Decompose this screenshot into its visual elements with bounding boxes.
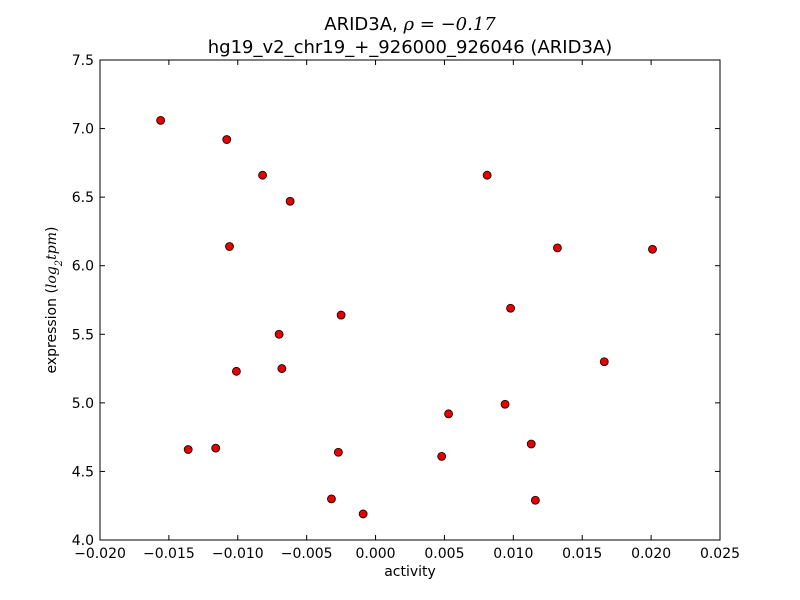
y-tick-label: 5.0 [72,396,94,412]
data-point [333,447,343,457]
y-axis-label-prefix: expression ( [44,288,60,373]
y-tick-label: 6.0 [72,259,94,275]
data-point [500,399,510,409]
chart-title-line1: ARID3A, ρ = −0.17 [324,14,496,35]
y-axis-label-sub: 2 [54,260,65,267]
data-point [258,170,267,180]
data-point [358,509,368,519]
y-tick-label: 7.5 [72,53,94,69]
y-axis: 4.0 4.5 5.0 5.5 6.0 6.5 7.0 7.5 [72,53,720,549]
data-point [277,364,287,373]
x-tick-label: −0.010 [212,546,264,562]
x-tick-label: −0.020 [74,546,126,562]
x-tick-label: 0.025 [700,546,740,562]
data-point [553,243,562,253]
x-tick-label: 0.020 [631,546,671,562]
chart-title-rho: ρ [402,14,414,35]
x-axis: −0.020 −0.015 −0.010 −0.005 0.000 0.005 0.010 0… [74,60,740,562]
data-point [225,242,234,251]
y-tick-label: 6.5 [72,190,94,206]
data-point [599,357,609,367]
data-point [648,244,657,254]
x-tick-label: −0.015 [143,546,195,562]
x-axis-label: activity [384,564,436,580]
data-point [285,196,295,206]
y-tick-label: 7.0 [72,122,94,138]
data-points [156,115,657,519]
x-tick-label: 0.015 [562,546,602,562]
data-point [482,170,492,180]
data-point [274,329,284,339]
data-point [183,445,193,454]
data-point [526,439,536,449]
chart-title-line2: hg19_v2_chr19_+_926000_926046 (ARID3A) [208,37,612,58]
y-axis-label-suffix: ) [44,226,60,231]
data-point [437,451,447,461]
data-point [327,494,336,504]
data-point [156,115,166,125]
y-tick-label: 4.5 [72,464,94,480]
data-point [231,366,241,376]
y-axis-label: expression (log2tpm) [44,226,65,373]
data-point [444,409,453,419]
x-tick-label: 0.000 [356,546,396,562]
x-tick-label: −0.005 [281,546,333,562]
chart-title-rho-value: = −0.17 [414,14,496,35]
data-point [506,303,515,313]
x-tick-label: 0.005 [424,546,464,562]
data-point [211,443,221,453]
data-point [530,495,540,505]
y-tick-label: 5.5 [72,327,94,343]
y-axis-label-log: log [44,266,60,288]
data-point [222,135,232,144]
plot-area [99,59,721,541]
y-tick-label: 4.0 [72,533,94,549]
y-axis-label-tpm: tpm [44,232,60,260]
chart-title-prefix: ARID3A, [324,14,403,35]
x-tick-label: 0.010 [493,546,533,562]
data-point [336,310,346,320]
